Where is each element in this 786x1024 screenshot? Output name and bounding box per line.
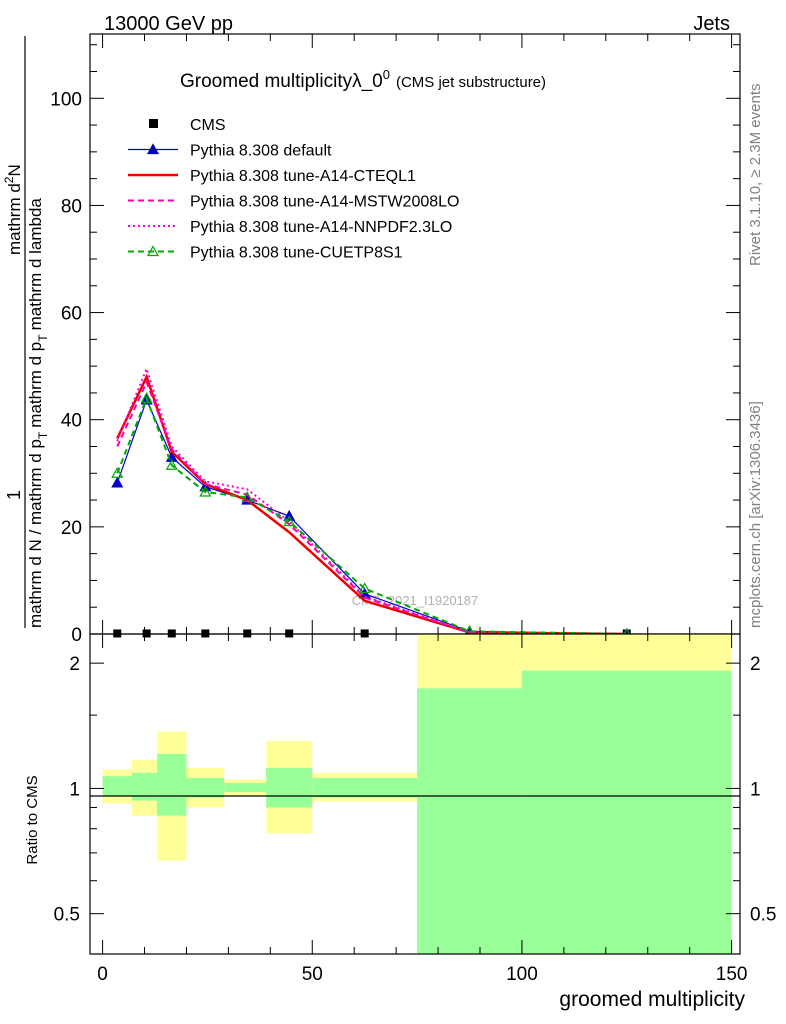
ratio-frame — [89, 633, 741, 955]
data-point-marker — [358, 582, 371, 594]
series-line — [116, 365, 627, 635]
ratio-panel: 0.5 0.5 1 1 2 2 Ratio to CMS — [24, 633, 777, 955]
series-line — [116, 395, 627, 635]
x-tick-label: 150 — [716, 964, 748, 985]
legend: CMS Pythia 8.308 default Pythia 8.308 tune… — [128, 117, 459, 262]
ratio-inner-band — [157, 753, 187, 816]
y-label-one: 1 — [4, 490, 24, 500]
ratio-y-tick-label: 1 — [69, 779, 80, 800]
data-point-marker — [111, 476, 124, 488]
x-axis-label: groomed multiplicity — [559, 988, 745, 1011]
data-point-marker — [283, 515, 296, 527]
ratio-inner-band — [266, 767, 313, 808]
x-tick-label: 0 — [97, 964, 108, 985]
ratio-y-tick-label-right: 2 — [750, 654, 761, 675]
ratio-y-tick-label-right: 0.5 — [750, 905, 776, 926]
main-frame — [89, 33, 741, 635]
y-label-denominator: mathrm d N / mathrm d pTmathrm d pTmathr… — [26, 198, 50, 628]
legend-entry: Pythia 8.308 tune-A14-MSTW2008LO — [128, 194, 459, 211]
legend-label: Pythia 8.308 tune-A14-CTEQL1 — [190, 168, 416, 185]
data-point-marker — [140, 392, 153, 403]
ratio-y-label: Ratio to CMS — [24, 775, 41, 864]
data-point-marker — [111, 467, 124, 478]
legend-entry: Pythia 8.308 tune-A14-NNPDF2.3LO — [128, 219, 452, 236]
y-tick-label: 80 — [61, 196, 82, 217]
legend-entry: Pythia 8.308 default — [128, 143, 332, 160]
legend-label: Pythia 8.308 tune-A14-MSTW2008LO — [190, 194, 459, 211]
x-axis-ticks: 0 50 100 150 — [97, 34, 747, 985]
legend-label: Pythia 8.308 default — [190, 143, 332, 160]
y-tick-label: 100 — [50, 89, 82, 110]
series-4 — [116, 365, 627, 635]
y-tick-label: 20 — [61, 518, 82, 539]
data-point-marker — [241, 491, 254, 502]
legend-entry: Pythia 8.308 tune-A14-CTEQL1 — [128, 168, 416, 185]
legend-entry: CMS — [149, 117, 226, 134]
watermark: CMS_2021_I1920187 — [352, 593, 479, 608]
legend-label: Pythia 8.308 tune-CUETP8S1 — [190, 245, 403, 262]
source-label: mcplots.cern.ch [arXiv:1306.3436] — [747, 401, 764, 628]
ratio-bands — [102, 634, 732, 954]
data-point-marker — [165, 459, 178, 470]
rivet-version-label: Rivet 3.1.10, ≥ 2.3M events — [747, 84, 764, 267]
x-tick-label: 100 — [506, 964, 538, 985]
ratio-y-tick-label-right: 1 — [750, 779, 761, 800]
x-tick-label: 50 — [302, 964, 323, 985]
y-axis-label: 1 mathrm d N / mathrm d pTmathrm d pTmat… — [2, 36, 50, 628]
y-tick-label: 40 — [61, 411, 82, 432]
ratio-inner-band — [224, 783, 267, 793]
y-tick-label: 60 — [61, 304, 82, 325]
legend-swatch — [149, 119, 158, 128]
data-point-marker — [199, 485, 212, 497]
legend-marker — [146, 245, 160, 257]
ratio-inner-band — [417, 688, 522, 954]
legend-label: CMS — [190, 117, 226, 134]
legend-entry: Pythia 8.308 tune-CUETP8S1 — [128, 245, 403, 262]
category-label: Jets — [693, 13, 730, 35]
legend-marker — [146, 143, 160, 155]
ratio-inner-band — [186, 777, 225, 798]
plot-title: Groomed multiplicityλ_00 (CMS jet substru… — [180, 67, 546, 92]
y-label-numerator: mathrm d2N — [2, 164, 24, 255]
main-panel: 0 20 40 60 80 100 CMS_2021_I1920187 Groomed m… — [2, 33, 741, 646]
ratio-axis-ticks: 0.5 0.5 1 1 2 2 — [54, 654, 777, 926]
y-tick-label: 0 — [71, 625, 82, 646]
ratio-inner-band — [312, 777, 418, 798]
series-3 — [116, 379, 627, 635]
legend-label: Pythia 8.308 tune-A14-NNPDF2.3LO — [190, 219, 452, 236]
ratio-inner-band — [102, 776, 132, 796]
main-axis-ticks: 0 20 40 60 80 100 — [50, 44, 740, 646]
ratio-y-tick-label: 2 — [69, 654, 80, 675]
ratio-inner-band — [521, 670, 732, 954]
series-line — [116, 379, 627, 635]
ratio-y-tick-label: 0.5 — [54, 905, 80, 926]
energy-label: 13000 GeV pp — [104, 13, 233, 35]
